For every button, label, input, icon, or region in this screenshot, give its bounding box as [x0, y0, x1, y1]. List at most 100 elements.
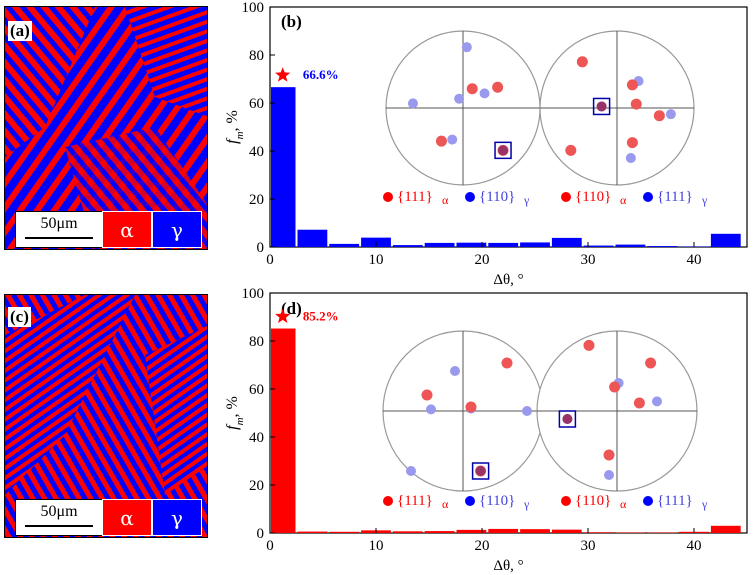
histogram-bar — [710, 233, 741, 247]
pole-point-coincident — [475, 466, 486, 476]
pole-point-gamma — [447, 134, 458, 145]
legend-label: {111} — [397, 189, 433, 205]
histogram-bar — [710, 525, 741, 533]
legend-label: {110} — [575, 189, 611, 205]
x-tick-label: 30 — [581, 538, 596, 554]
y-tick-label: 100 — [242, 0, 265, 16]
map-c-texture — [5, 295, 207, 537]
histogram-bar — [392, 531, 423, 533]
legend-marker — [383, 192, 393, 202]
pole-point-alpha — [466, 83, 478, 95]
histogram-bar — [520, 242, 550, 247]
pole-point-alpha — [653, 110, 665, 122]
y-axis-label: fm, % — [224, 110, 246, 144]
histogram-bar — [297, 229, 328, 247]
phase-key-gamma-c: γ — [152, 499, 202, 536]
pole-point-alpha — [421, 389, 433, 401]
histogram-bar — [583, 245, 614, 247]
panel-label: (b) — [281, 12, 302, 31]
histogram-bar — [488, 528, 519, 533]
pole-point-alpha — [465, 401, 477, 413]
histogram-bar — [520, 529, 550, 533]
chart-b: 0 20 40 60 80 100 0 10 20 30 40 Δθ, ° fm, % (b) 66.6% {… — [224, 0, 748, 288]
legend-subscript: α — [620, 193, 627, 207]
histogram-bar — [488, 242, 519, 247]
legend-subscript: α — [442, 193, 449, 207]
pole-point-alpha — [583, 339, 595, 351]
legend-label: {111} — [657, 189, 693, 205]
pole-point-alpha — [565, 144, 577, 156]
pole-point-gamma — [407, 98, 418, 109]
pole-point-alpha — [603, 449, 615, 461]
y-tick-label: 20 — [249, 478, 264, 494]
y-tick-label: 40 — [249, 144, 264, 160]
peak-annotation: 66.6% — [303, 67, 339, 82]
pole-point-alpha — [435, 135, 447, 147]
y-axis-label: fm, % — [224, 396, 246, 430]
pole-point-alpha — [492, 81, 504, 93]
legend-marker — [465, 192, 475, 202]
pole-point-coincident — [498, 145, 509, 156]
pole-point-gamma — [479, 88, 490, 99]
panel-label-a: (a) — [8, 21, 32, 41]
microstructure-map-a: (a) 50μm α γ — [4, 6, 208, 250]
legend-subscript: α — [442, 497, 449, 511]
microstructure-map-c: (c) 50μm α γ — [4, 294, 208, 538]
pole-point-gamma — [450, 366, 460, 376]
pole-point-gamma — [461, 42, 472, 53]
y-tick-label: 80 — [249, 334, 264, 350]
histogram-bar — [647, 246, 678, 247]
histogram-bar — [424, 242, 455, 247]
x-tick-label: 0 — [266, 252, 274, 268]
pole-point-alpha — [630, 98, 642, 110]
scale-bar-a: 50μm — [15, 211, 103, 248]
legend-marker — [643, 496, 653, 506]
scale-bar-line-a — [25, 237, 93, 239]
scale-bar-line-c — [25, 525, 93, 527]
legend-label: {111} — [657, 493, 693, 509]
legend-marker — [561, 192, 571, 202]
x-tick-label: 20 — [475, 538, 490, 554]
coincidence-box — [558, 410, 577, 428]
histogram-bar — [456, 529, 487, 533]
y-tick-label: 100 — [242, 286, 265, 302]
legend-marker — [643, 192, 653, 202]
legend-subscript: γ — [701, 497, 708, 511]
pole-point-alpha — [576, 56, 588, 68]
chart-d: 0 20 40 60 80 100 0 10 20 30 40 Δθ, ° fm, % (d) 85.2% {… — [224, 286, 748, 574]
x-tick-label: 10 — [369, 538, 384, 554]
legend-label: {110} — [575, 493, 611, 509]
pole-point-alpha — [609, 381, 621, 393]
legend-subscript: α — [620, 497, 627, 511]
x-tick-label: 0 — [266, 538, 274, 554]
y-tick-label: 0 — [257, 526, 265, 542]
x-tick-label: 40 — [687, 538, 702, 554]
panel-label: (d) — [281, 299, 302, 318]
histogram-bar — [615, 244, 646, 247]
legend-marker — [465, 496, 475, 506]
phase-key-gamma-a: γ — [152, 211, 202, 248]
scale-bar-label-a: 50μm — [40, 215, 78, 232]
peak-annotation: 85.2% — [303, 309, 339, 324]
legend-label: {110} — [479, 189, 515, 205]
pole-point-gamma — [625, 153, 636, 164]
pole-point-alpha — [626, 79, 638, 91]
pole-point-coincident — [596, 101, 607, 112]
legend-marker — [561, 496, 571, 506]
pole-point-alpha — [626, 137, 638, 149]
histogram-bar — [551, 237, 582, 247]
star-marker — [275, 308, 291, 323]
coincidence-box — [592, 97, 611, 116]
histogram-bar — [424, 531, 455, 533]
x-axis-label: Δθ, ° — [493, 272, 523, 288]
y-tick-label: 60 — [249, 96, 264, 112]
panel-label-c: (c) — [8, 307, 31, 327]
y-tick-label: 80 — [249, 48, 264, 64]
legend-label: {111} — [397, 493, 433, 509]
phase-key-alpha-a: α — [102, 211, 152, 248]
x-tick-label: 10 — [369, 252, 384, 268]
y-tick-label: 40 — [249, 430, 264, 446]
histogram-bar — [329, 243, 360, 247]
star-marker — [275, 67, 291, 82]
histogram-bar — [583, 532, 614, 533]
